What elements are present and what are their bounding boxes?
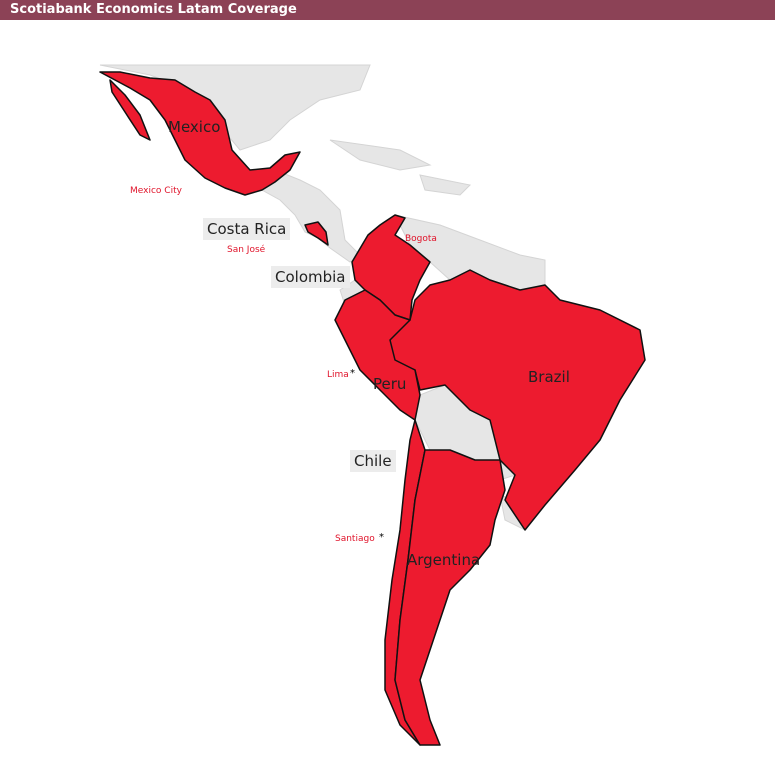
country-brazil[interactable] <box>389 269 646 531</box>
country-peru[interactable] <box>334 289 421 421</box>
label-colombia: Colombia <box>271 266 350 288</box>
capital-marker-lima: * <box>350 368 355 379</box>
label-mexico: Mexico <box>168 118 221 136</box>
city-san-jose: San José <box>227 245 266 255</box>
label-argentina: Argentina <box>407 551 481 569</box>
caribbean-land <box>329 139 472 196</box>
city-lima: Lima <box>327 370 349 380</box>
country-costa-rica[interactable] <box>304 221 329 246</box>
label-chile: Chile <box>350 450 396 472</box>
city-mexico-city: Mexico City <box>130 186 182 196</box>
central-america-land <box>261 167 361 263</box>
city-santiago: Santiago <box>335 534 375 544</box>
country-argentina[interactable] <box>394 449 506 746</box>
map <box>99 64 646 746</box>
city-bogota: Bogota <box>405 234 437 244</box>
map-title: Scotiabank Economics Latam Coverage <box>0 0 775 20</box>
label-peru: Peru <box>373 375 407 393</box>
label-costa-rica: Costa Rica <box>203 218 291 240</box>
capital-marker-santiago: * <box>379 532 384 543</box>
label-brazil: Brazil <box>528 368 570 386</box>
country-mexico[interactable] <box>99 71 301 196</box>
